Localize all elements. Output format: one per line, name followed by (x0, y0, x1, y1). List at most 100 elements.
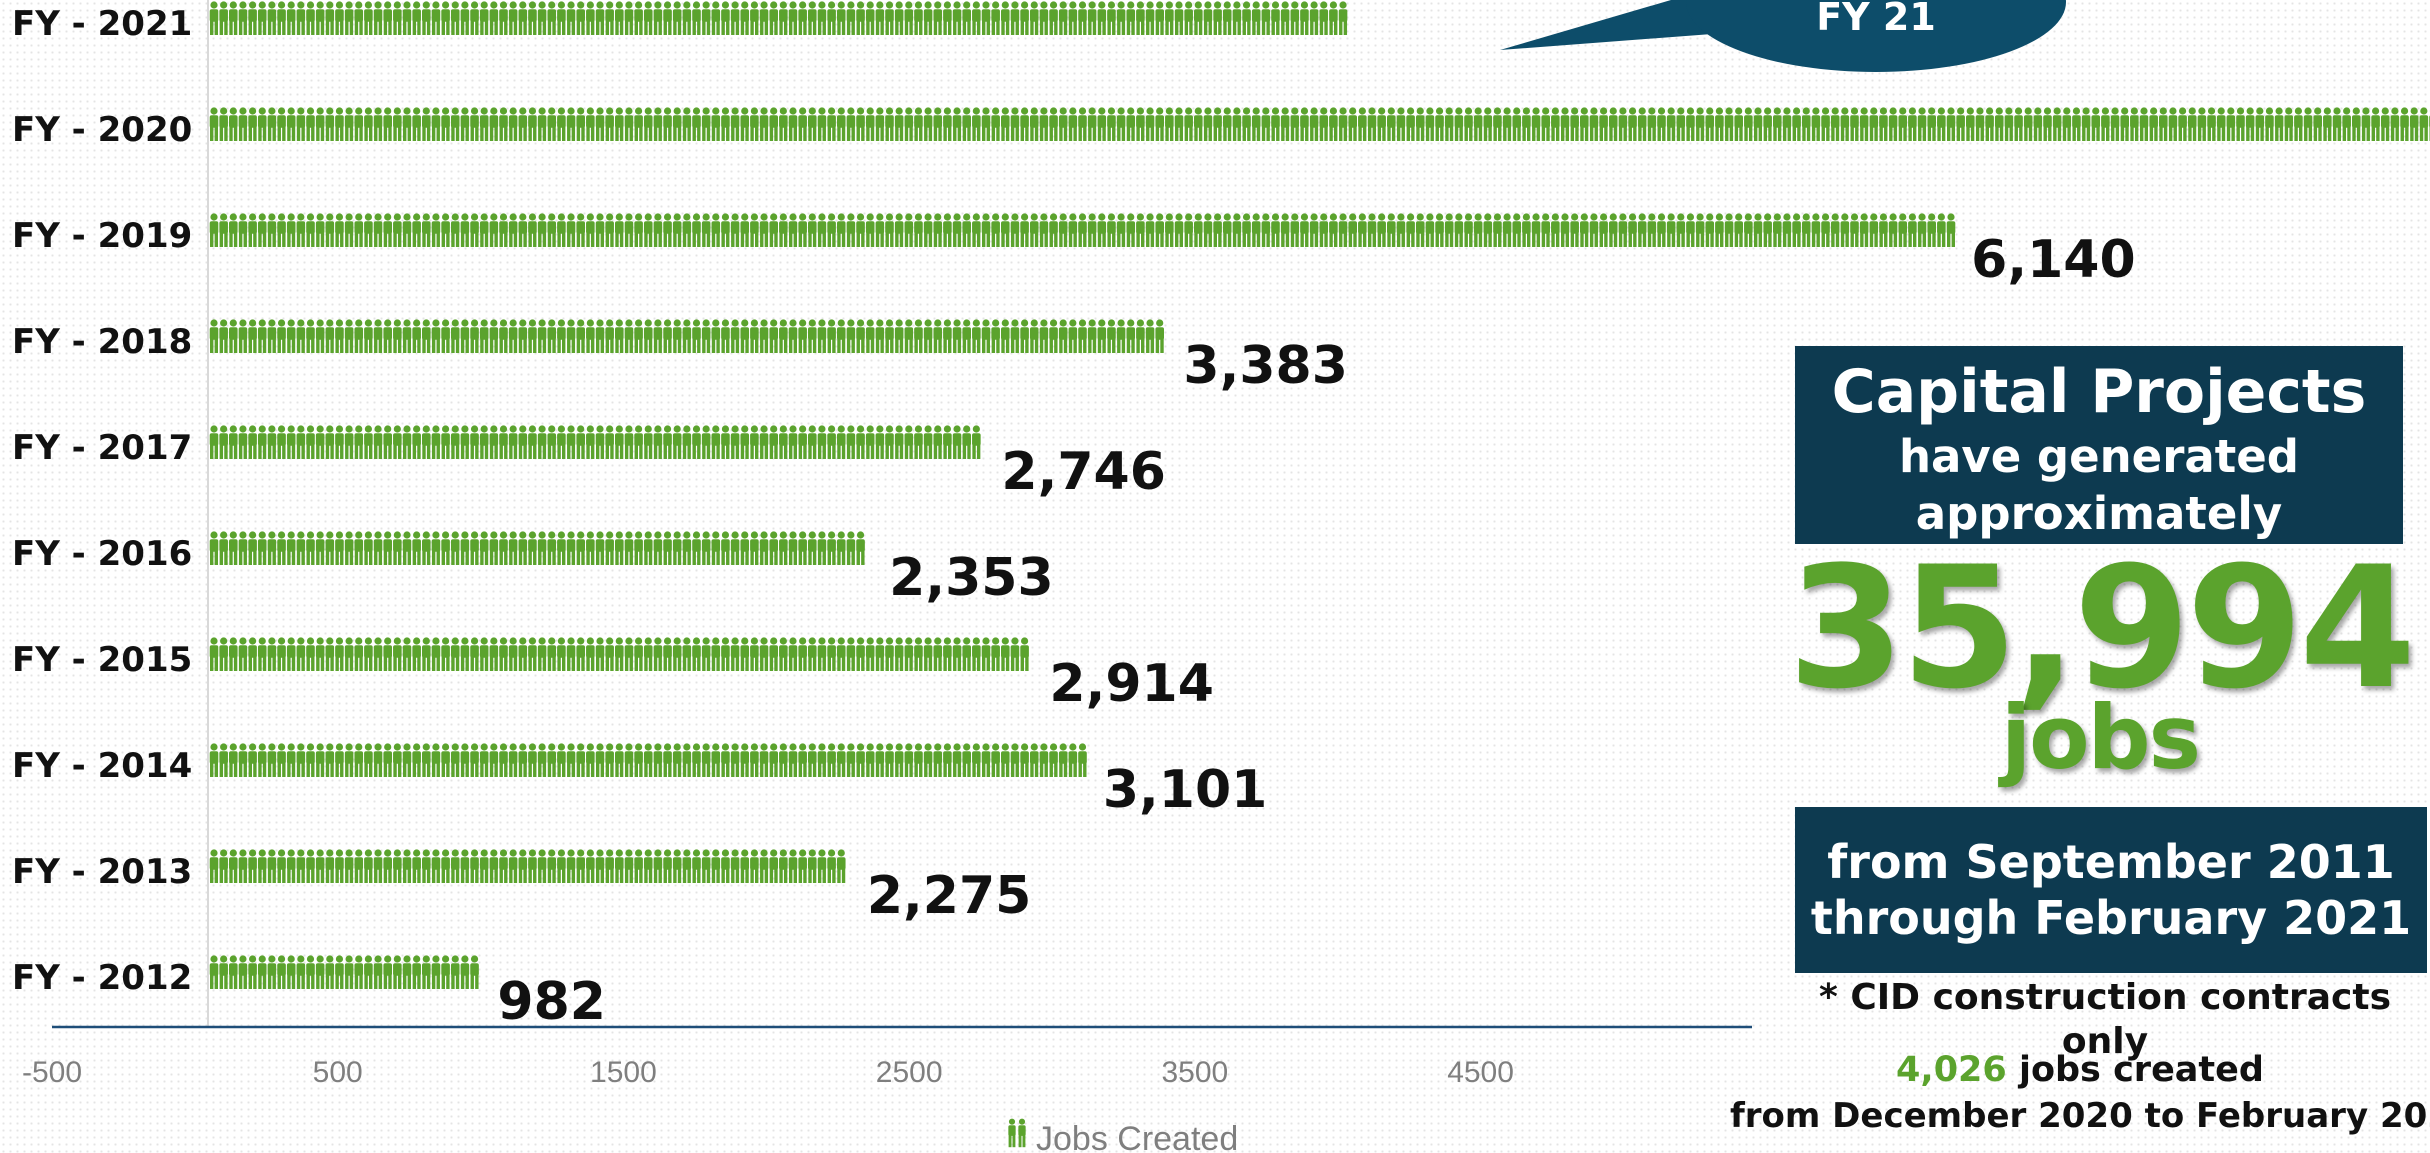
person-icon (508, 743, 518, 777)
person-icon (624, 531, 634, 565)
person-icon (615, 531, 624, 565)
person-icon (1985, 107, 1994, 141)
person-icon (759, 849, 769, 883)
person-icon (373, 849, 383, 883)
person-icon (460, 425, 470, 459)
x-tick-label: 3500 (1161, 1056, 1228, 1089)
person-icon (219, 319, 228, 353)
person-icon (402, 637, 412, 671)
person-icon (991, 213, 1000, 247)
category-label: FY - 2020 (12, 110, 192, 150)
person-icon (711, 107, 721, 141)
person-icon (277, 743, 286, 777)
person-icon (750, 849, 759, 883)
person-icon (759, 531, 769, 565)
person-icon (315, 107, 325, 141)
person-icon (460, 637, 470, 671)
person-icon (1782, 107, 1792, 141)
person-icon (721, 213, 730, 247)
person-icon (663, 531, 672, 565)
person-icon (547, 213, 557, 247)
person-icon (875, 743, 885, 777)
person-icon (1850, 107, 1859, 141)
person-icon (402, 319, 412, 353)
person-icon (740, 1, 750, 35)
person-icon (634, 319, 643, 353)
person-icon (1415, 213, 1425, 247)
person-icon (817, 319, 827, 353)
person-icon (219, 425, 228, 459)
person-icon (643, 107, 653, 141)
person-icon (692, 637, 701, 671)
person-icon (393, 637, 402, 671)
person-icon (229, 425, 238, 459)
person-icon (827, 743, 836, 777)
person-icon (537, 743, 547, 777)
person-icon (1425, 213, 1435, 247)
person-icon (296, 319, 306, 353)
person-icon (808, 531, 817, 565)
person-icon (1975, 107, 1985, 141)
person-icon (325, 425, 335, 459)
person-icon (2120, 107, 2129, 141)
person-icon (1512, 213, 1522, 247)
person-icon (933, 319, 943, 353)
person-icon (528, 425, 537, 459)
person-icon (1937, 107, 1946, 141)
person-icon (257, 955, 267, 989)
person-icon (1927, 213, 1936, 247)
person-icon (1078, 213, 1087, 247)
person-icon (422, 637, 431, 671)
person-icon (2226, 107, 2236, 141)
person-icon (1869, 107, 1879, 141)
person-icon (779, 425, 788, 459)
person-icon (740, 213, 750, 247)
person-icon (1020, 1, 1029, 35)
person-icon (1058, 213, 1068, 247)
person-icon (1174, 107, 1184, 141)
person-icon (788, 637, 798, 671)
person-icon (836, 849, 846, 883)
person-icon (875, 319, 885, 353)
person-icon (518, 743, 528, 777)
person-icon (1078, 1, 1087, 35)
person-icon (634, 107, 643, 141)
person-icon (1898, 213, 1908, 247)
person-icon (2400, 107, 2409, 141)
person-icon (306, 319, 315, 353)
person-icon (692, 213, 701, 247)
value-label: 2,353 (889, 548, 1053, 608)
person-icon (1570, 107, 1579, 141)
person-icon (576, 531, 585, 565)
person-icon (441, 319, 450, 353)
person-icon (1136, 319, 1145, 353)
person-icon (1377, 213, 1386, 247)
person-icon (460, 213, 470, 247)
person-icon (383, 849, 392, 883)
person-icon (972, 107, 981, 141)
person-icon (798, 1, 807, 35)
person-icon (759, 425, 769, 459)
person-icon (364, 1, 373, 35)
person-icon (470, 531, 479, 565)
person-icon (1676, 107, 1686, 141)
person-icon (412, 107, 421, 141)
person-icon (1145, 107, 1155, 141)
person-icon (1840, 107, 1850, 141)
person-icon (1097, 319, 1107, 353)
person-icon (2091, 107, 2101, 141)
person-icon (1087, 319, 1097, 353)
person-icon (750, 319, 759, 353)
person-icon (547, 107, 557, 141)
person-icon (663, 849, 672, 883)
person-icon (846, 637, 856, 671)
person-icon (962, 213, 971, 247)
person-icon (1029, 743, 1039, 777)
person-icon (682, 1, 692, 35)
person-icon (1029, 213, 1039, 247)
person-icon (508, 531, 518, 565)
person-icon (904, 1, 914, 35)
person-icon (1107, 319, 1116, 353)
person-icon (1068, 213, 1078, 247)
person-icon (557, 319, 566, 353)
